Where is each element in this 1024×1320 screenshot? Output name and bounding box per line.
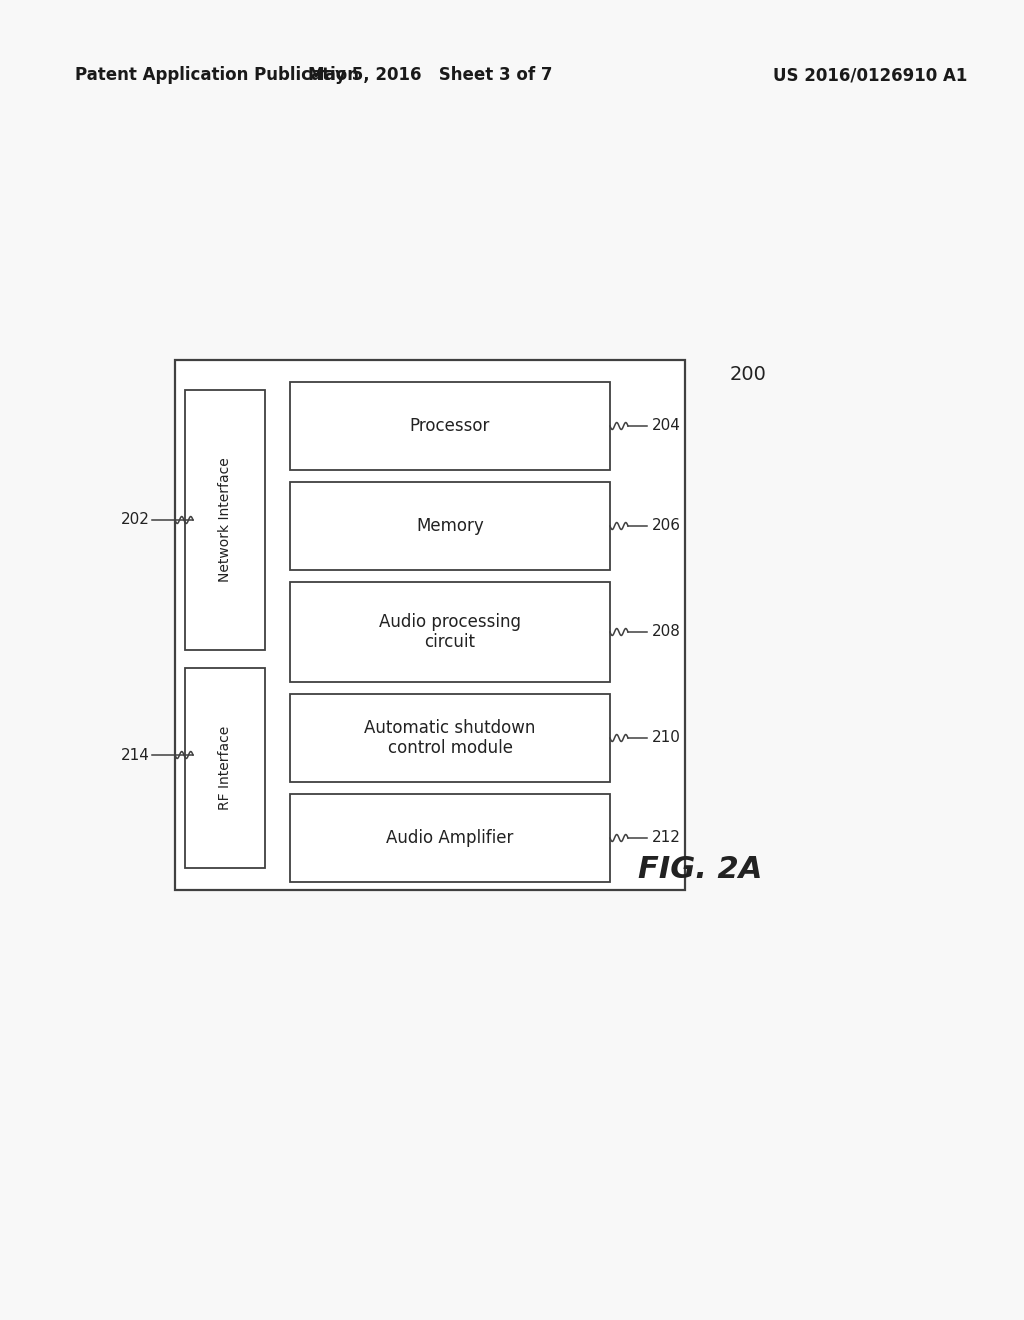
Bar [290,381,610,470]
Text: 212: 212 [652,830,681,846]
Text: RF Interface: RF Interface [218,726,232,810]
Text: Memory: Memory [416,517,484,535]
Text: US 2016/0126910 A1: US 2016/0126910 A1 [773,66,968,84]
Text: 200: 200 [730,366,767,384]
Text: Patent Application Publication: Patent Application Publication [75,66,359,84]
Text: Audio processing
circuit: Audio processing circuit [379,612,521,651]
Text: May 5, 2016   Sheet 3 of 7: May 5, 2016 Sheet 3 of 7 [308,66,552,84]
Bar [185,389,265,649]
Text: 210: 210 [652,730,681,746]
Text: Automatic shutdown
control module: Automatic shutdown control module [365,718,536,758]
Text: Processor: Processor [410,417,490,436]
Bar [175,360,685,890]
Text: 204: 204 [652,418,681,433]
Bar [290,482,610,570]
Text: Network Interface: Network Interface [218,458,232,582]
Bar [290,795,610,882]
Text: 202: 202 [121,512,150,528]
Text: 214: 214 [121,747,150,763]
Bar [185,668,265,869]
Text: FIG. 2A: FIG. 2A [638,855,762,884]
Bar [290,694,610,781]
Bar [290,582,610,682]
Text: Audio Amplifier: Audio Amplifier [386,829,514,847]
Text: 206: 206 [652,519,681,533]
Text: 208: 208 [652,624,681,639]
